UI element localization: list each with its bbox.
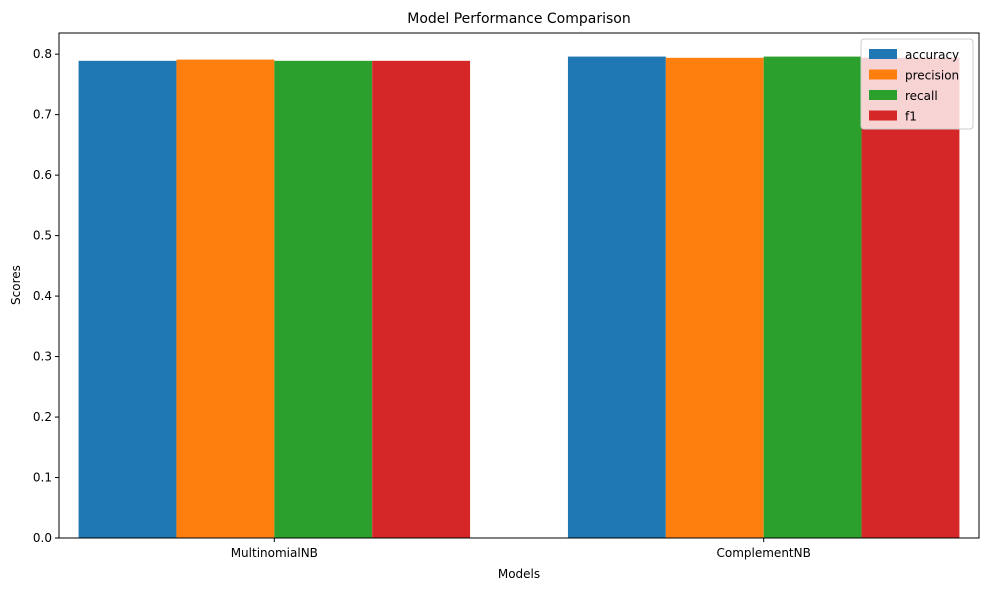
y-tick-label: 0.4 [33,289,52,303]
y-axis-label: Scores [9,265,23,305]
bar-f1-1 [861,57,960,538]
y-tick-label: 0.7 [33,108,52,122]
plot-frame [58,32,980,539]
bar-f1-0 [372,60,471,538]
y-tick-label: 0.1 [33,471,52,485]
bar-precision-1 [665,57,764,538]
legend-swatch-accuracy [869,49,897,59]
legend-swatch-recall [869,90,897,100]
legend-label-recall: recall [905,89,938,103]
y-tick-label: 0.8 [33,47,52,61]
y-tick-label: 0.3 [33,350,52,364]
bar-accuracy-1 [567,56,666,539]
chart-title: Model Performance Comparison [407,11,630,27]
legend-label-accuracy: accuracy [905,48,959,62]
y-tick-label: 0.0 [33,531,52,545]
bar-accuracy-0 [78,60,177,538]
x-tick-label: MultinomialNB [231,546,318,560]
legend-swatch-precision [869,69,897,80]
bar-recall-0 [274,60,373,538]
x-axis-ticks: MultinomialNB ComplementNB [231,538,811,560]
legend-frame [860,38,974,130]
bars-group [78,56,960,539]
y-tick-label: 0.6 [33,168,52,182]
legend: accuracy precision recall f1 [860,38,974,130]
legend-label-f1: f1 [905,110,917,124]
x-tick-label: ComplementNB [717,546,811,560]
legend-label-precision: precision [905,69,959,83]
bar-precision-0 [176,59,275,538]
legend-swatch-f1 [869,110,897,121]
y-tick-label: 0.5 [33,229,52,243]
x-axis-label: Models [498,567,540,581]
y-axis-ticks: 0.0 0.1 0.2 0.3 0.4 0.5 0.6 0.7 0.8 [33,47,59,545]
y-tick-label: 0.2 [33,410,52,424]
bar-recall-1 [763,56,862,539]
